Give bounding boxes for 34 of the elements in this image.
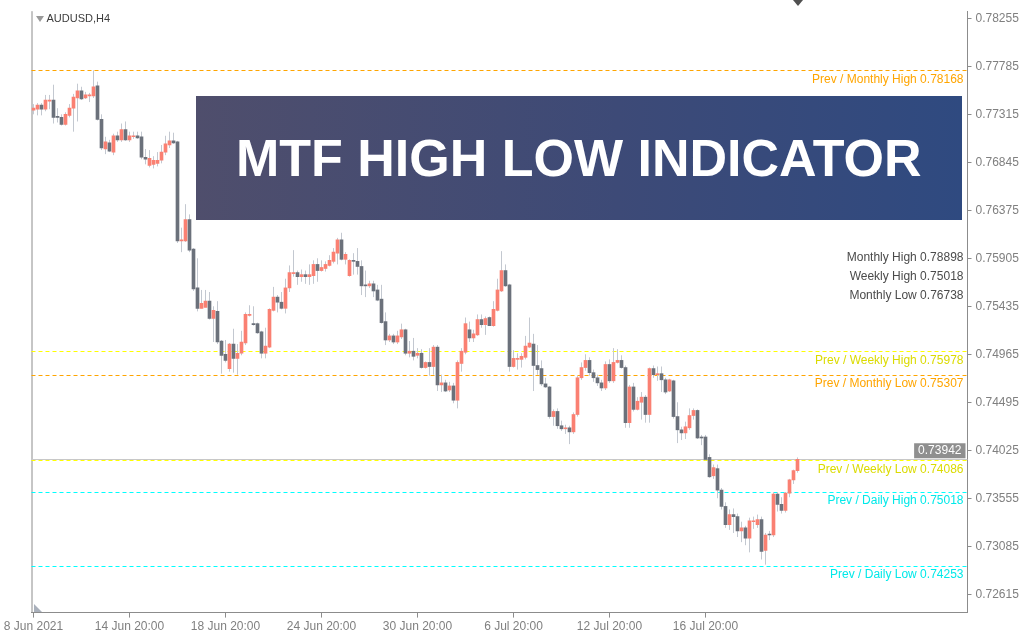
y-tick-label: 0.77785: [975, 59, 1020, 74]
ref-line-label: Prev / Weekly Low 0.74086: [817, 461, 964, 476]
y-tick-label: 0.74025: [975, 443, 1020, 458]
candlestick: [731, 507, 736, 534]
y-tick-label: 0.75435: [975, 299, 1020, 314]
x-tick-label: 12 Jul 20:00: [576, 619, 643, 634]
ref-line-label: Prev / Monthly Low 0.75307: [814, 376, 964, 391]
x-tick-label: 18 Jun 20:00: [190, 619, 261, 634]
y-tick-label: 0.74965: [975, 347, 1020, 362]
annotation: Monthly Low 0.76738: [849, 288, 964, 303]
annotation: 0.73942: [918, 443, 962, 458]
x-tick-label: 14 Jun 20:00: [94, 619, 165, 634]
ref-line-label: Prev / Monthly High 0.78168: [812, 71, 964, 86]
y-tick-label: 0.75905: [975, 251, 1020, 266]
text: MTF HIGH LOW INDICATOR: [236, 129, 922, 187]
x-tick-label: 30 Jun 20:00: [382, 619, 453, 634]
x-tick-label: 8 Jun 2021: [3, 619, 64, 634]
x-tick-label: 6 Jul 20:00: [484, 619, 544, 634]
x-tick-label: 24 Jun 20:00: [286, 619, 357, 634]
y-tick-label: 0.73555: [975, 491, 1020, 506]
annotation: Monthly High 0.78898: [846, 250, 964, 265]
ref-line-label: Prev / Weekly High 0.75978: [814, 352, 964, 367]
y-tick-label: 0.73085: [975, 539, 1020, 554]
chart-subtitle: AUDUSD,H4: [46, 12, 111, 26]
ref-line-label: Prev / Daily Low 0.74253: [830, 566, 964, 581]
y-tick-label: 0.78255: [975, 11, 1020, 26]
annotation: Weekly High 0.75018: [849, 269, 964, 284]
y-tick-label: 0.76375: [975, 203, 1020, 218]
y-tick-label: 0.72615: [975, 587, 1020, 602]
y-tick-label: 0.74495: [975, 395, 1020, 410]
y-tick-label: 0.77315: [975, 107, 1020, 122]
y-tick-label: 0.76845: [975, 155, 1020, 170]
x-tick-label: 16 Jul 20:00: [672, 619, 739, 634]
ref-line-label: Prev / Daily High 0.75018: [827, 493, 964, 508]
